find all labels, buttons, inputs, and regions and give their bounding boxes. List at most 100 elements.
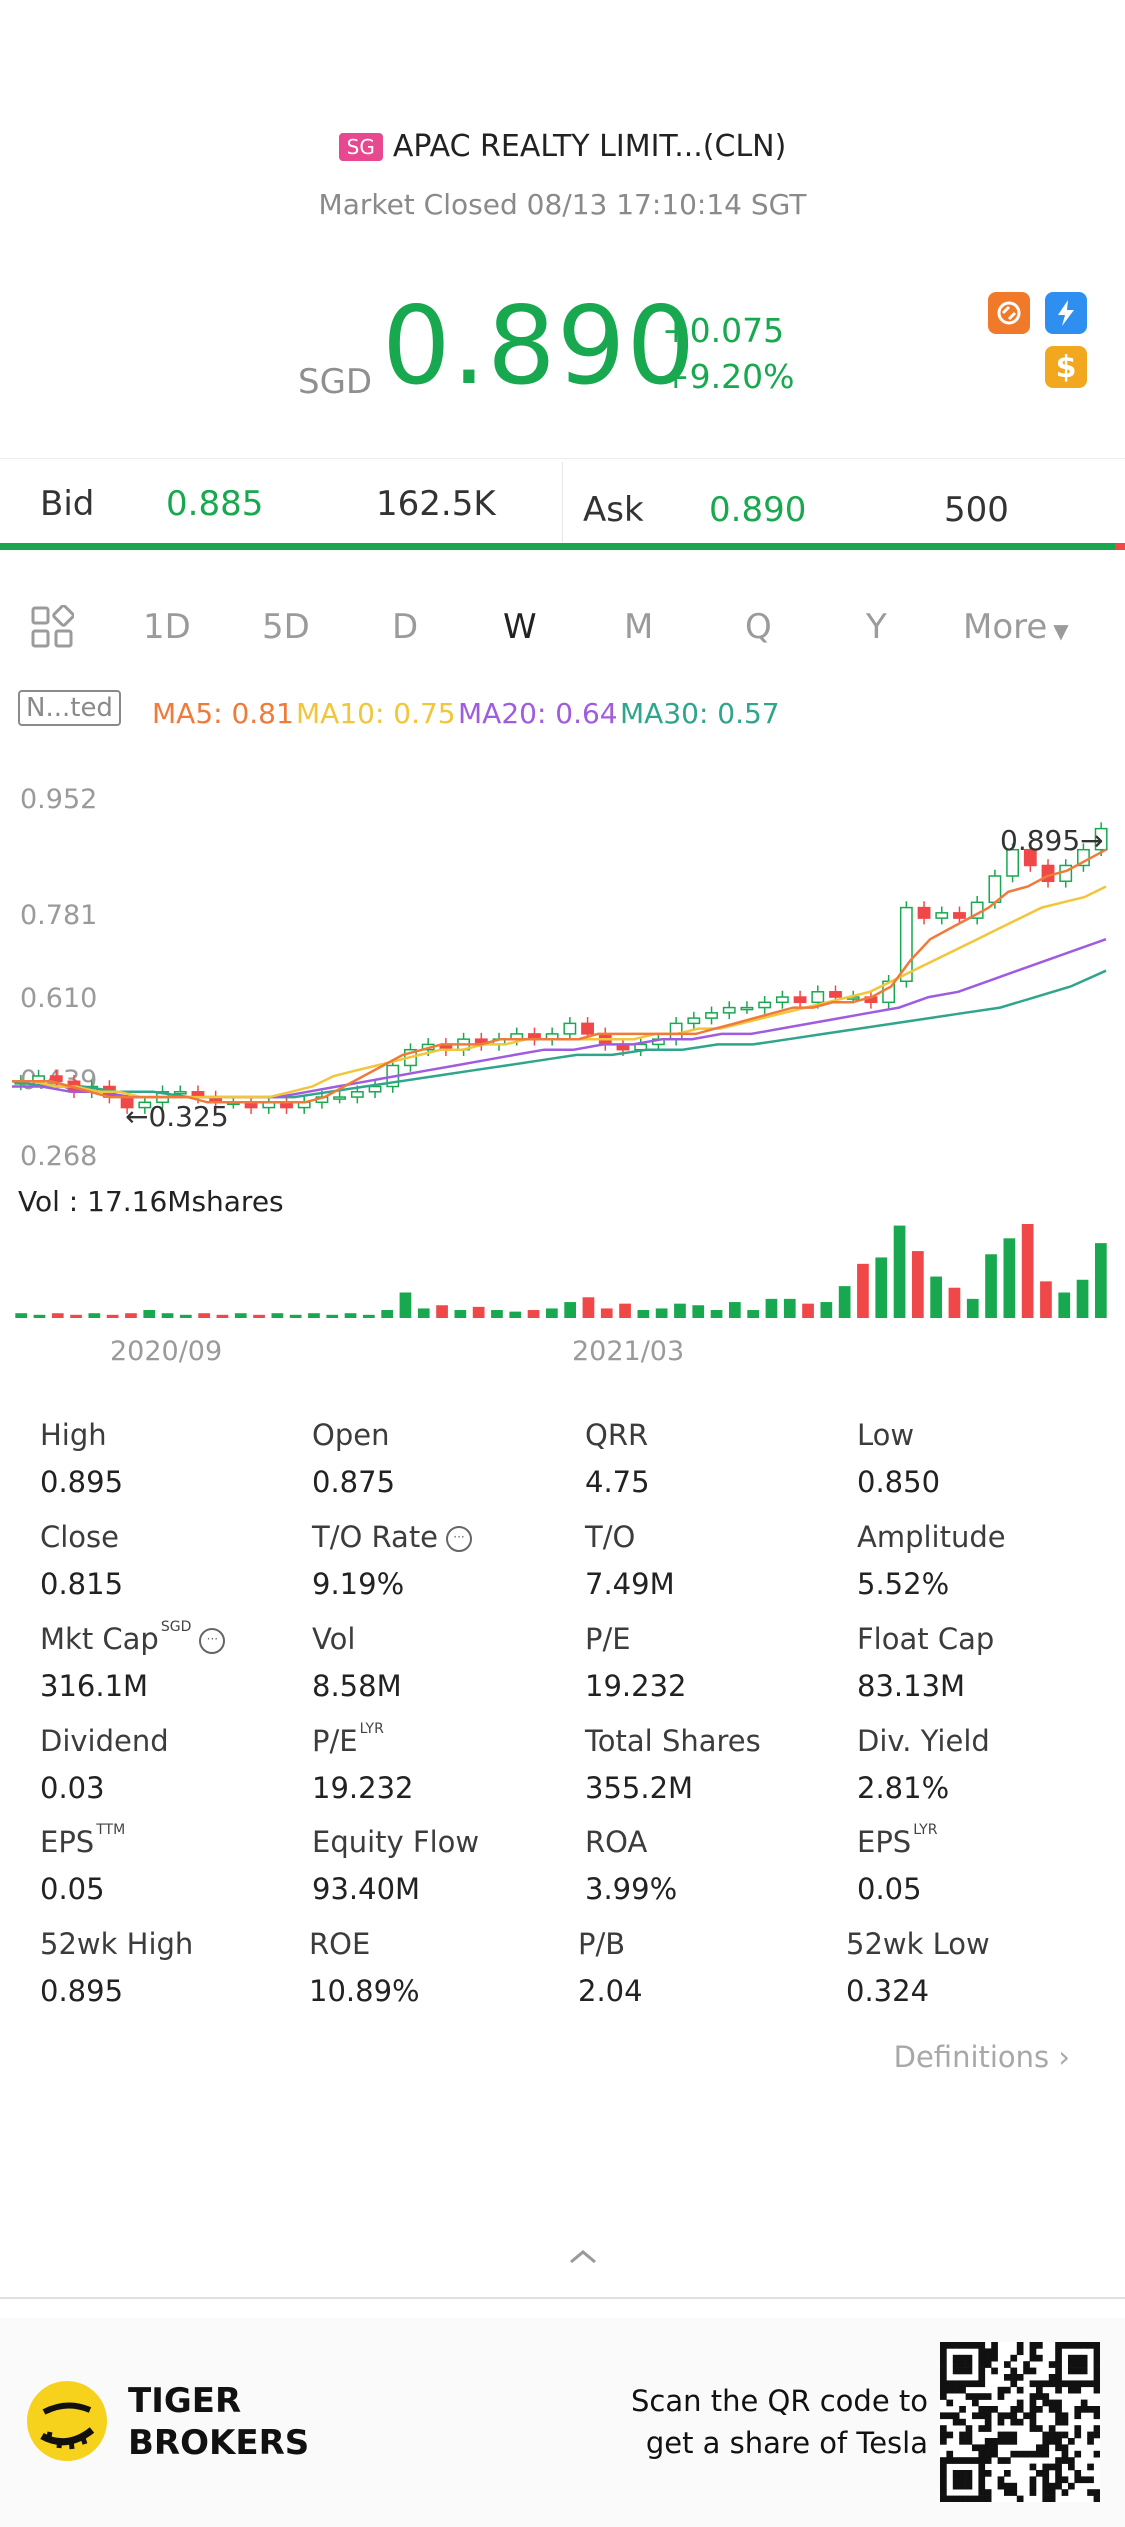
scan-text: Scan the QR code to get a share of Tesla bbox=[620, 2380, 928, 2464]
stat-value: 0.324 bbox=[846, 1974, 930, 2008]
chevron-up-icon[interactable] bbox=[565, 2244, 601, 2272]
volume-bar bbox=[491, 1310, 503, 1318]
stat-label-text: T/O bbox=[585, 1520, 636, 1554]
volume-bar bbox=[344, 1313, 357, 1318]
volume-bar bbox=[381, 1310, 394, 1318]
price-chart[interactable] bbox=[0, 780, 1125, 1180]
grid-view-icon[interactable] bbox=[30, 604, 75, 653]
stat-label: Close bbox=[40, 1520, 119, 1554]
scan-line-2: get a share of Tesla bbox=[645, 2426, 928, 2460]
volume-bar bbox=[106, 1314, 119, 1318]
currency-label: SGD bbox=[298, 362, 373, 402]
candle bbox=[829, 991, 842, 998]
stat-label-text: Open bbox=[312, 1418, 390, 1452]
lightning-icon[interactable] bbox=[1045, 292, 1087, 334]
candle bbox=[333, 1096, 347, 1100]
stat-value: 0.05 bbox=[40, 1872, 105, 1906]
candle bbox=[563, 1022, 577, 1035]
tab-y[interactable]: Y bbox=[866, 607, 887, 647]
market-status: Market Closed 08/13 17:10:14 SGT bbox=[318, 188, 807, 221]
tab-more[interactable]: More ▼ bbox=[963, 607, 1069, 647]
brand-name: TIGER BROKERS bbox=[128, 2380, 309, 2464]
stat-value: 0.875 bbox=[312, 1465, 396, 1499]
volume-bar bbox=[289, 1314, 302, 1318]
last-price: 0.890 bbox=[382, 284, 697, 409]
volume-bar bbox=[765, 1298, 778, 1318]
info-icon[interactable]: ··· bbox=[199, 1628, 226, 1654]
candle bbox=[793, 996, 807, 1004]
y-tick: 0.610 bbox=[20, 983, 98, 1014]
volume-bar bbox=[15, 1313, 28, 1318]
candle bbox=[935, 912, 949, 919]
volume-bar bbox=[930, 1276, 943, 1318]
stat-label: Open bbox=[312, 1418, 389, 1452]
candle bbox=[368, 1085, 382, 1093]
tab-w[interactable]: W bbox=[503, 607, 537, 647]
volume-bar bbox=[1040, 1281, 1052, 1318]
tab-1d[interactable]: 1D bbox=[143, 607, 191, 647]
ma5-line bbox=[12, 848, 1107, 1104]
volume-bar bbox=[161, 1313, 174, 1318]
volume-bar bbox=[436, 1305, 448, 1318]
stat-value: 0.895 bbox=[40, 1465, 124, 1499]
volume-bar bbox=[399, 1292, 412, 1318]
volume-bar bbox=[820, 1302, 833, 1318]
stat-value: 0.05 bbox=[857, 1872, 922, 1906]
stat-label-text: ROE bbox=[309, 1927, 371, 1961]
candle bbox=[49, 1075, 63, 1083]
tiger-logo-icon bbox=[24, 2378, 110, 2468]
stat-label: T/O bbox=[585, 1520, 635, 1554]
arrow-right-icon: → bbox=[1080, 824, 1104, 857]
volume-bar bbox=[600, 1308, 613, 1318]
stat-value: 0.850 bbox=[857, 1465, 941, 1499]
arrow-left-icon: ← bbox=[125, 1100, 149, 1133]
stat-label: ROE bbox=[309, 1927, 370, 1961]
volume-bar bbox=[710, 1310, 723, 1318]
exchange-icon[interactable] bbox=[988, 292, 1030, 334]
adjust-badge[interactable]: N...ted bbox=[18, 690, 121, 726]
volume-bar bbox=[234, 1313, 247, 1318]
ma20-line bbox=[12, 938, 1107, 1099]
stat-label[interactable]: T/O Rate ··· bbox=[312, 1520, 473, 1554]
stat-label: High bbox=[40, 1418, 107, 1452]
stat-label-text: Vol bbox=[312, 1622, 356, 1656]
stat-value: 19.232 bbox=[585, 1669, 687, 1703]
tab-q[interactable]: Q bbox=[745, 607, 772, 647]
stat-label: Equity Flow bbox=[312, 1825, 479, 1859]
stat-label[interactable]: Mkt Cap SGD ··· bbox=[40, 1619, 226, 1656]
volume-bar bbox=[362, 1314, 375, 1318]
stat-label-text: T/O Rate bbox=[312, 1520, 439, 1554]
candle bbox=[775, 996, 789, 1004]
tab-d[interactable]: D bbox=[392, 607, 419, 647]
ask-price: 0.890 bbox=[709, 490, 807, 530]
stat-label-superscript: TTM bbox=[96, 1822, 126, 1838]
stat-label-superscript: LYR bbox=[913, 1822, 938, 1838]
scan-line-1: Scan the QR code to bbox=[631, 2384, 928, 2418]
ma30-line bbox=[11, 969, 1107, 1099]
high-marker: 0.895→ bbox=[1000, 824, 1104, 857]
divider bbox=[0, 458, 1125, 459]
stat-value: 8.58M bbox=[312, 1669, 402, 1703]
tab-more-label: More bbox=[963, 607, 1048, 647]
volume-chart[interactable] bbox=[0, 1220, 1125, 1320]
low-marker: ←0.325 bbox=[125, 1100, 229, 1133]
stat-value: 355.2M bbox=[585, 1771, 694, 1805]
volume-bar bbox=[527, 1310, 540, 1318]
ma10-label: MA10: 0.75 bbox=[296, 697, 456, 730]
volume-bar bbox=[692, 1305, 705, 1318]
volume-bar bbox=[216, 1314, 229, 1318]
info-icon[interactable]: ··· bbox=[446, 1526, 473, 1552]
candle bbox=[917, 906, 931, 919]
definitions-link[interactable]: Definitions › bbox=[894, 2040, 1070, 2074]
tab-5d[interactable]: 5D bbox=[262, 607, 310, 647]
candle bbox=[581, 1022, 594, 1035]
tab-m[interactable]: M bbox=[624, 607, 654, 647]
volume-bar bbox=[51, 1313, 64, 1318]
chevron-down-icon: ▼ bbox=[1053, 619, 1069, 643]
volume-bar bbox=[637, 1310, 650, 1318]
volume-bar bbox=[857, 1263, 869, 1318]
stat-value: 0.815 bbox=[40, 1567, 124, 1601]
dollar-icon[interactable]: $ bbox=[1045, 346, 1087, 388]
stat-label-text: Div. Yield bbox=[857, 1724, 990, 1758]
candle bbox=[1023, 848, 1037, 867]
